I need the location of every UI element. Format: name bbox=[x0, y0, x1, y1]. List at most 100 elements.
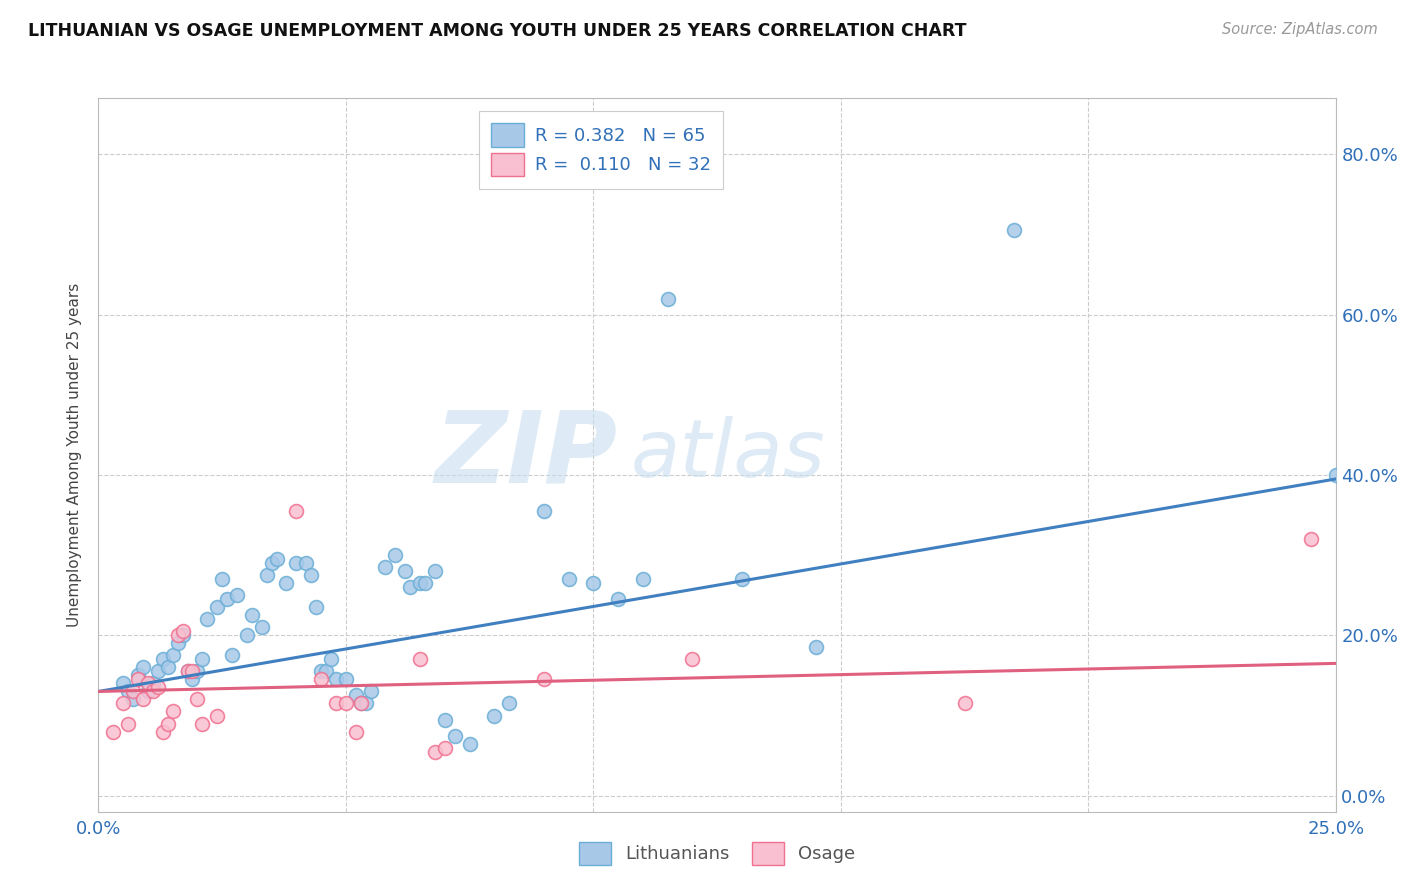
Point bbox=[266, 552, 288, 566]
Text: LITHUANIAN VS OSAGE UNEMPLOYMENT AMONG YOUTH UNDER 25 YEARS CORRELATION CHART: LITHUANIAN VS OSAGE UNEMPLOYMENT AMONG Y… bbox=[28, 22, 966, 40]
Point bbox=[533, 673, 555, 687]
Point bbox=[325, 697, 347, 711]
Point bbox=[217, 592, 239, 607]
Point bbox=[211, 572, 233, 586]
Point bbox=[156, 660, 179, 674]
Point bbox=[458, 737, 481, 751]
Point bbox=[162, 648, 184, 663]
Point bbox=[260, 556, 283, 570]
Point bbox=[112, 676, 135, 690]
Point bbox=[1324, 467, 1347, 482]
Point bbox=[344, 689, 367, 703]
Point bbox=[172, 624, 194, 639]
Point bbox=[409, 576, 432, 591]
Point bbox=[122, 684, 145, 698]
Text: atlas: atlas bbox=[630, 416, 825, 494]
Legend: Lithuanians, Osage: Lithuanians, Osage bbox=[569, 833, 865, 874]
Text: ZIP: ZIP bbox=[434, 407, 619, 503]
Point bbox=[804, 640, 827, 655]
Point bbox=[191, 652, 214, 666]
Point bbox=[315, 665, 337, 679]
Text: Source: ZipAtlas.com: Source: ZipAtlas.com bbox=[1222, 22, 1378, 37]
Point bbox=[657, 292, 679, 306]
Point bbox=[325, 673, 347, 687]
Point bbox=[181, 673, 204, 687]
Point bbox=[1002, 223, 1025, 237]
Point bbox=[191, 716, 214, 731]
Point bbox=[498, 697, 520, 711]
Point bbox=[399, 580, 422, 594]
Point bbox=[127, 668, 149, 682]
Point bbox=[582, 576, 605, 591]
Point bbox=[226, 588, 249, 602]
Point bbox=[344, 724, 367, 739]
Point bbox=[142, 676, 165, 690]
Point bbox=[166, 628, 188, 642]
Point bbox=[607, 592, 630, 607]
Point bbox=[631, 572, 654, 586]
Point bbox=[285, 556, 308, 570]
Point bbox=[152, 724, 174, 739]
Point bbox=[360, 684, 382, 698]
Point bbox=[117, 716, 139, 731]
Point bbox=[285, 504, 308, 518]
Point bbox=[142, 684, 165, 698]
Point bbox=[146, 665, 169, 679]
Point bbox=[156, 716, 179, 731]
Point bbox=[132, 692, 155, 706]
Point bbox=[256, 568, 278, 582]
Point bbox=[354, 697, 377, 711]
Point bbox=[433, 713, 456, 727]
Point bbox=[374, 560, 396, 574]
Point bbox=[136, 684, 159, 698]
Point bbox=[1299, 532, 1322, 546]
Point bbox=[276, 576, 298, 591]
Point bbox=[112, 697, 135, 711]
Point bbox=[384, 548, 406, 562]
Point bbox=[309, 665, 332, 679]
Point bbox=[181, 665, 204, 679]
Point bbox=[731, 572, 754, 586]
Point bbox=[533, 504, 555, 518]
Point bbox=[295, 556, 318, 570]
Point bbox=[122, 692, 145, 706]
Point bbox=[205, 708, 228, 723]
Point bbox=[221, 648, 243, 663]
Point bbox=[186, 692, 208, 706]
Point bbox=[433, 740, 456, 755]
Y-axis label: Unemployment Among Youth under 25 years: Unemployment Among Youth under 25 years bbox=[67, 283, 83, 627]
Point bbox=[305, 600, 328, 615]
Point bbox=[423, 564, 446, 578]
Point bbox=[176, 665, 198, 679]
Point bbox=[319, 652, 342, 666]
Point bbox=[205, 600, 228, 615]
Point bbox=[117, 684, 139, 698]
Point bbox=[127, 673, 149, 687]
Point bbox=[484, 708, 506, 723]
Point bbox=[394, 564, 416, 578]
Point bbox=[409, 652, 432, 666]
Point bbox=[335, 673, 357, 687]
Point bbox=[240, 608, 263, 623]
Point bbox=[136, 676, 159, 690]
Point bbox=[350, 697, 373, 711]
Point bbox=[557, 572, 579, 586]
Point bbox=[443, 729, 465, 743]
Point bbox=[423, 745, 446, 759]
Point bbox=[176, 665, 198, 679]
Point bbox=[413, 576, 436, 591]
Point bbox=[335, 697, 357, 711]
Point bbox=[103, 724, 125, 739]
Point bbox=[299, 568, 322, 582]
Point bbox=[186, 665, 208, 679]
Point bbox=[146, 681, 169, 695]
Point bbox=[166, 636, 188, 650]
Point bbox=[953, 697, 976, 711]
Point bbox=[195, 612, 218, 626]
Point bbox=[132, 660, 155, 674]
Point bbox=[172, 628, 194, 642]
Point bbox=[162, 705, 184, 719]
Point bbox=[236, 628, 259, 642]
Point bbox=[250, 620, 273, 634]
Point bbox=[681, 652, 703, 666]
